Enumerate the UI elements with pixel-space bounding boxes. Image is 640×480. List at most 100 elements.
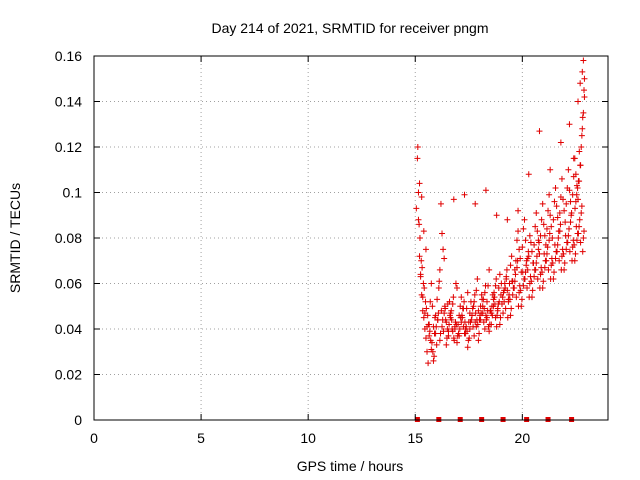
data-point — [509, 291, 516, 298]
data-point — [466, 326, 473, 332]
data-point — [558, 253, 565, 260]
data-point — [546, 237, 553, 244]
x-tick-label: 15 — [407, 430, 423, 446]
data-point — [541, 264, 548, 271]
data-point — [488, 310, 495, 317]
data-point — [580, 57, 587, 64]
data-point — [450, 294, 457, 301]
data-point — [435, 285, 442, 292]
data-point — [547, 212, 554, 219]
data-point — [574, 230, 581, 237]
data-point — [516, 246, 523, 253]
data-point — [551, 198, 558, 205]
data-point — [547, 166, 554, 173]
data-point — [414, 155, 421, 162]
data-point — [429, 303, 436, 310]
data-point — [552, 184, 559, 191]
data-point — [416, 221, 423, 228]
data-point — [434, 316, 441, 323]
y-tick-label: 0.16 — [55, 48, 82, 64]
data-point — [482, 282, 489, 289]
data-point — [566, 225, 573, 232]
data-point — [534, 275, 541, 282]
y-tick-label: 0.04 — [55, 321, 82, 337]
data-point — [572, 205, 579, 212]
data-point — [500, 310, 507, 317]
data-point — [561, 260, 568, 267]
data-point — [463, 323, 470, 330]
data-point — [573, 237, 580, 244]
data-point — [548, 223, 555, 230]
data-point — [418, 194, 425, 201]
data-point — [416, 253, 423, 260]
data-point — [534, 228, 541, 235]
data-point — [567, 219, 574, 226]
data-point — [542, 257, 549, 264]
data-point — [497, 314, 504, 321]
data-point — [496, 271, 503, 278]
data-point — [579, 114, 586, 121]
data-point — [501, 287, 508, 294]
data-point — [527, 239, 534, 246]
data-point — [422, 298, 429, 305]
data-point — [479, 303, 486, 310]
data-point — [415, 189, 422, 196]
data-point — [533, 260, 540, 267]
x-axis-label: GPS time / hours — [297, 458, 404, 474]
data-point — [467, 319, 474, 326]
x-tick-label: 20 — [515, 430, 531, 446]
data-point — [441, 303, 448, 310]
data-point — [578, 144, 585, 150]
data-point — [554, 214, 561, 221]
data-point — [578, 132, 585, 139]
data-point — [520, 225, 527, 232]
data-point — [552, 255, 559, 262]
data-point — [550, 216, 557, 223]
data-point — [512, 271, 519, 278]
data-point — [523, 262, 530, 269]
data-point — [526, 280, 533, 287]
data-point — [493, 212, 500, 219]
data-point — [543, 225, 550, 232]
data-point — [441, 255, 448, 262]
data-point — [580, 109, 587, 116]
data-point — [447, 314, 454, 321]
data-point — [488, 303, 495, 310]
data-point — [565, 166, 572, 173]
data-point — [504, 216, 511, 223]
data-point — [579, 68, 586, 75]
data-point — [525, 171, 532, 178]
data-point — [486, 266, 493, 273]
data-point — [557, 139, 564, 146]
data-point — [536, 239, 543, 246]
data-point — [413, 205, 420, 212]
data-point — [540, 221, 547, 228]
data-point — [577, 162, 584, 169]
data-point — [482, 187, 489, 194]
data-point — [419, 264, 426, 271]
data-point — [435, 310, 442, 317]
data-point — [548, 262, 555, 269]
data-point — [574, 184, 581, 191]
data-point — [471, 298, 478, 305]
data-point — [476, 330, 483, 337]
data-point — [414, 144, 421, 150]
data-point — [481, 289, 488, 296]
data-point — [575, 98, 582, 105]
data-point — [502, 305, 509, 312]
data-points-layer — [413, 57, 588, 367]
data-point — [469, 312, 476, 319]
data-point — [501, 280, 508, 287]
data-point — [538, 216, 545, 223]
data-point — [461, 191, 468, 198]
data-point — [483, 298, 490, 305]
data-point — [436, 266, 443, 273]
data-point — [529, 287, 536, 294]
data-point — [563, 239, 570, 246]
data-point — [521, 216, 528, 223]
data-point — [579, 248, 586, 255]
data-point — [518, 296, 525, 303]
data-point — [439, 323, 446, 330]
data-point — [458, 312, 465, 319]
data-point — [494, 307, 501, 314]
